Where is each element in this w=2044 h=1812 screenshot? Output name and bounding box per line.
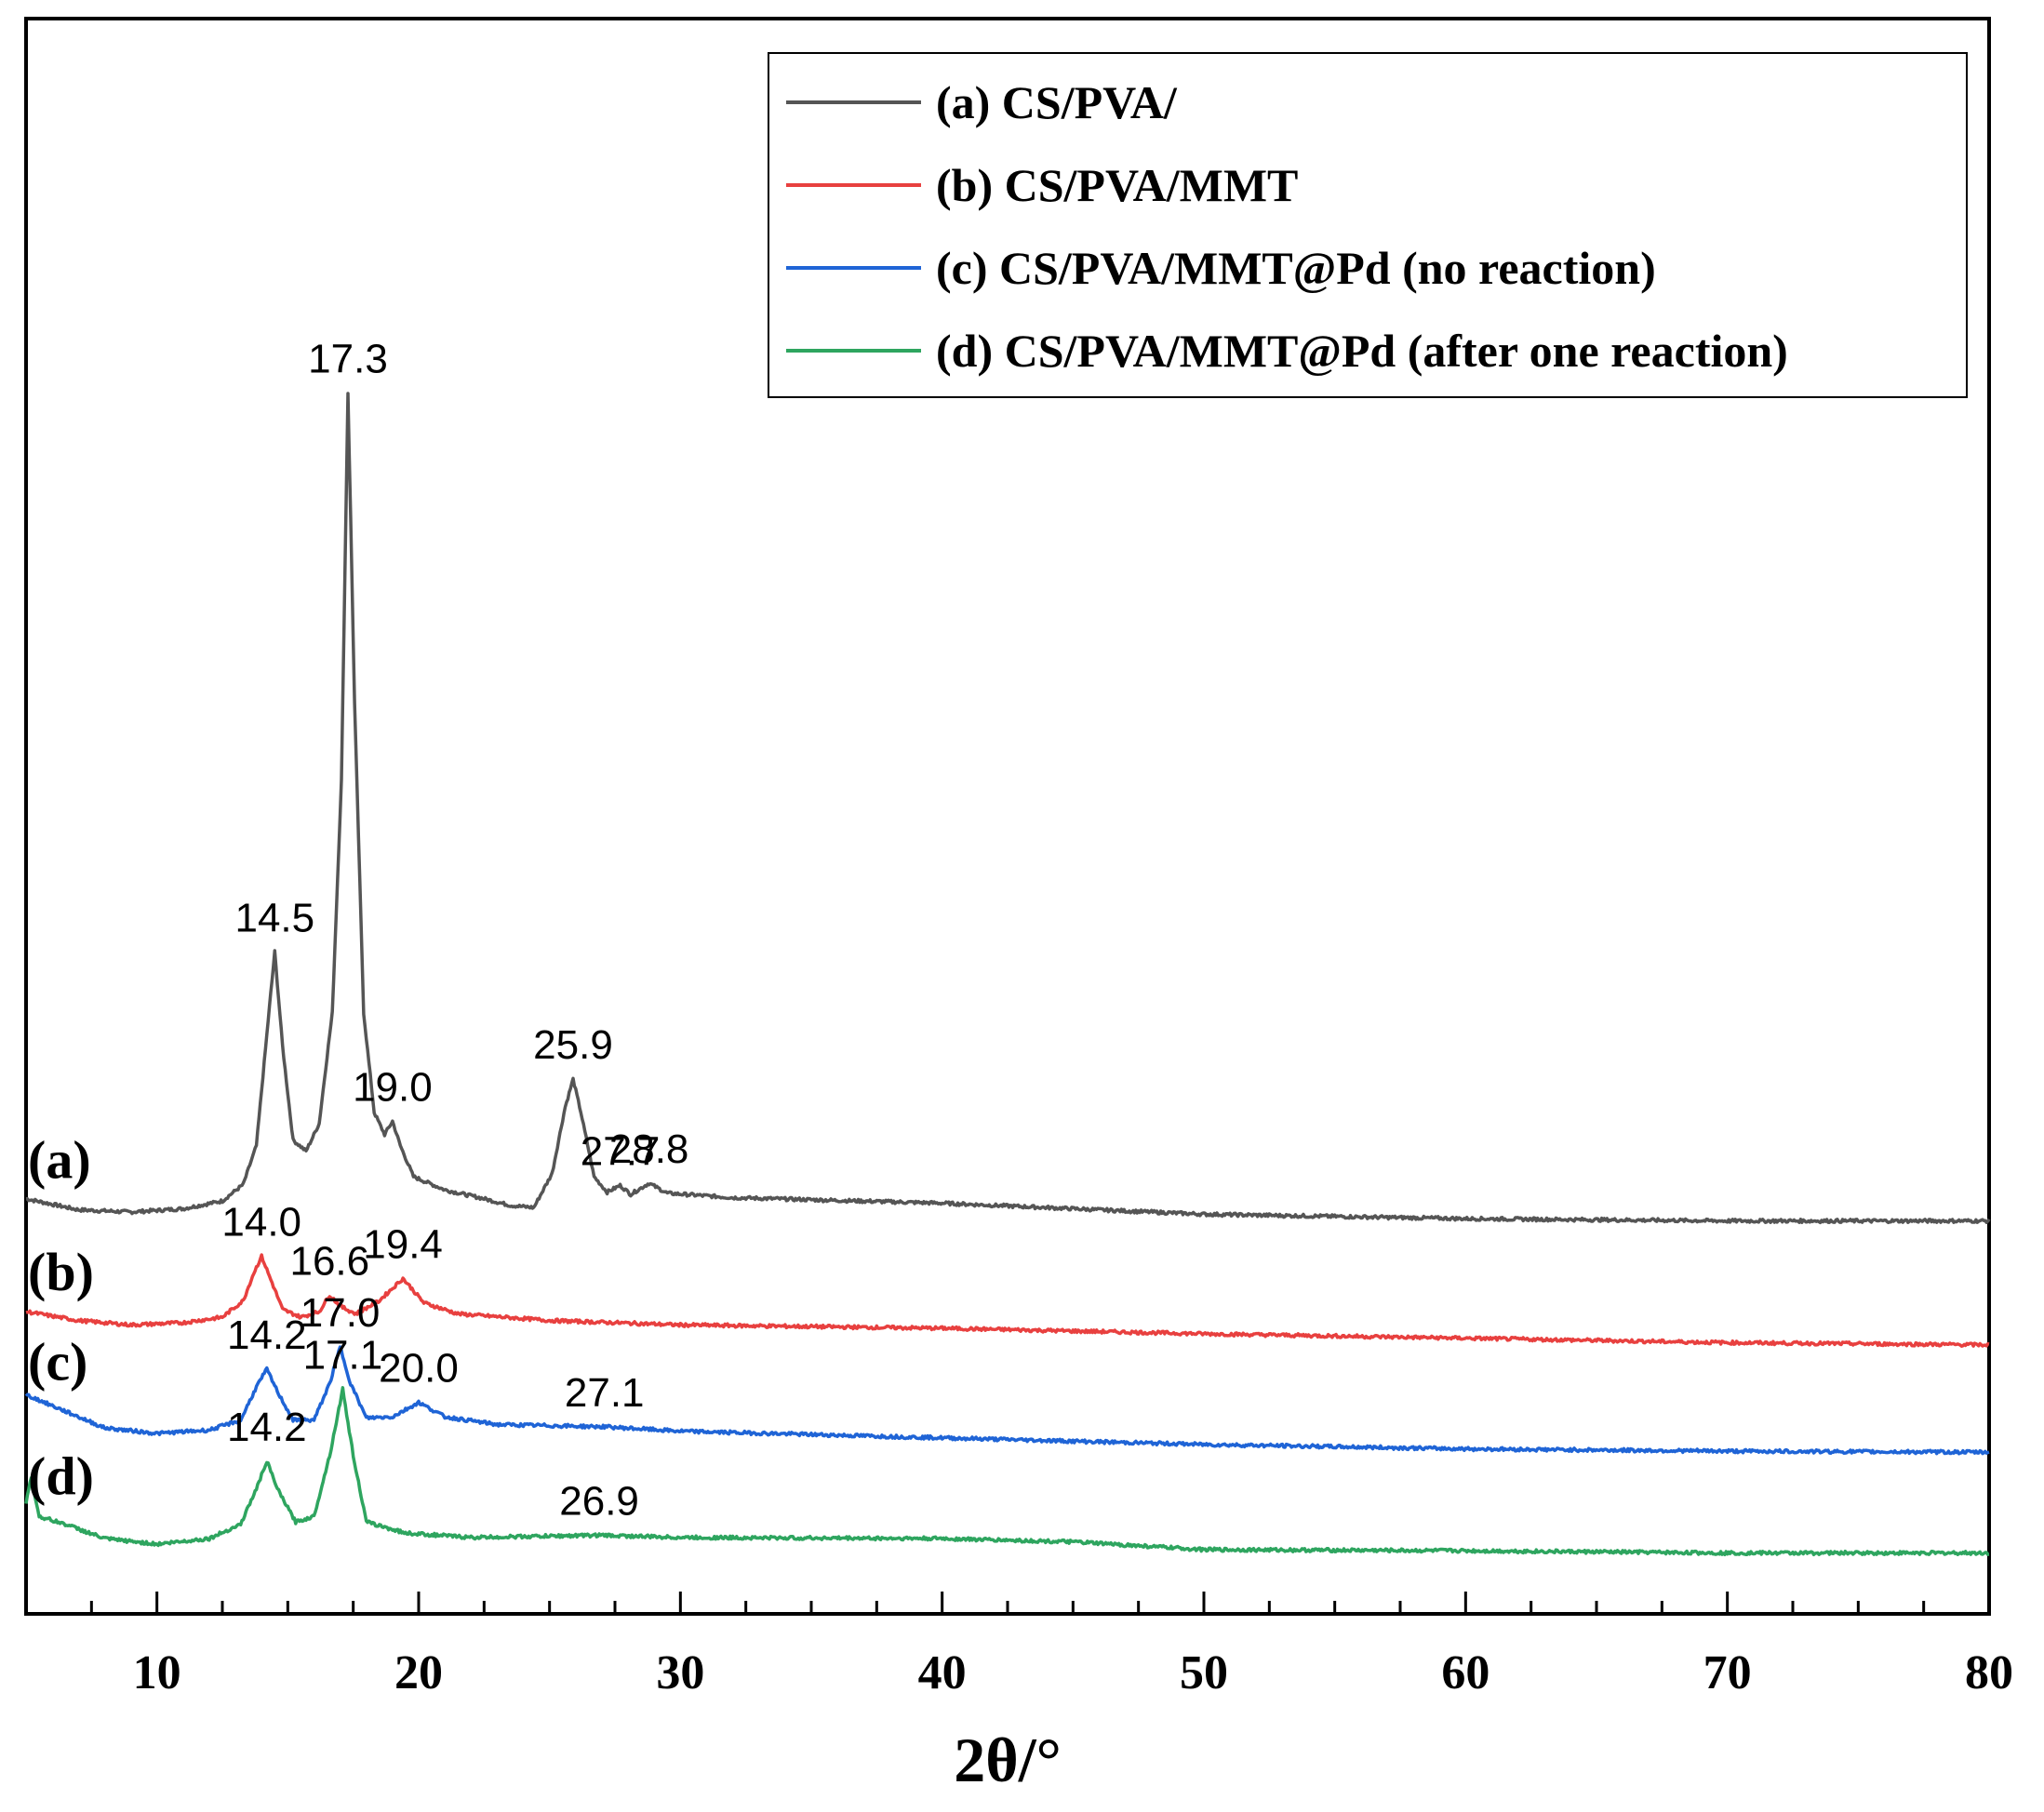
series-tag-b: (b)	[28, 1242, 94, 1302]
x-axis-title: 2θ/°	[954, 1725, 1062, 1795]
x-tick-label: 70	[1703, 1646, 1752, 1699]
peak-label-b: 14.0	[221, 1200, 301, 1246]
series-tags: (a) (b) (c) (d)	[28, 1130, 94, 1507]
legend-label-c: (c) CS/PVA/MMT@Pd (no reaction)	[936, 242, 1656, 294]
series-layer	[24, 392, 1991, 1557]
peak-label-a: 14.5	[234, 895, 314, 940]
x-tick-label: 80	[1965, 1646, 2013, 1699]
peak-label-d: 17.1	[303, 1332, 383, 1378]
peak-label-a: 28.8	[609, 1126, 689, 1172]
peak-label-c: 27.1	[565, 1370, 645, 1416]
peak-label-b: 19.4	[363, 1221, 443, 1267]
legend-label-a: (a) CS/PVA/	[936, 76, 1178, 128]
x-tick-label: 20	[394, 1646, 443, 1699]
x-tick-label: 60	[1441, 1646, 1490, 1699]
peak-label-d: 14.2	[227, 1405, 307, 1450]
series-tag-d: (d)	[28, 1446, 94, 1506]
peak-labels: 14.5 17.3 19.0 25.9 27.728.8 14.016.619.4 14.2…	[221, 336, 688, 1524]
legend: (a) CS/PVA/ (b) CS/PVA/MMT (c) CS/PVA/MMT@…	[768, 52, 1968, 398]
peak-label-c: 14.2	[227, 1312, 307, 1358]
series-line-c	[24, 1345, 1990, 1456]
peak-label-c: 20.0	[379, 1346, 459, 1392]
series-line-d	[24, 1386, 1990, 1557]
series-tag-a: (a)	[28, 1130, 91, 1191]
peak-label-d: 26.9	[559, 1479, 639, 1525]
x-tick-label: 50	[1180, 1646, 1228, 1699]
legend-label-d: (d) CS/PVA/MMT@Pd (after one reaction)	[936, 325, 1788, 377]
legend-label-b: (b) CS/PVA/MMT	[936, 159, 1298, 211]
peak-label-a: 27.7	[581, 1128, 661, 1174]
peak-label-a: 19.0	[353, 1064, 433, 1110]
peak-label-a: 17.3	[308, 336, 388, 381]
x-axis: 10 20 30 40 50 60 70 80	[89, 1592, 2013, 1699]
legend-box	[768, 52, 1968, 398]
series-line-b	[25, 1253, 1990, 1348]
series-tag-c: (c)	[28, 1331, 87, 1392]
x-tick-label: 30	[656, 1646, 704, 1699]
peak-label-c: 17.0	[301, 1290, 381, 1336]
peak-label-b: 16.6	[289, 1238, 369, 1284]
series-line-a	[25, 392, 1991, 1225]
x-tick-label: 10	[133, 1646, 181, 1699]
x-tick-label: 40	[918, 1646, 967, 1699]
peak-label-a: 25.9	[533, 1022, 613, 1068]
